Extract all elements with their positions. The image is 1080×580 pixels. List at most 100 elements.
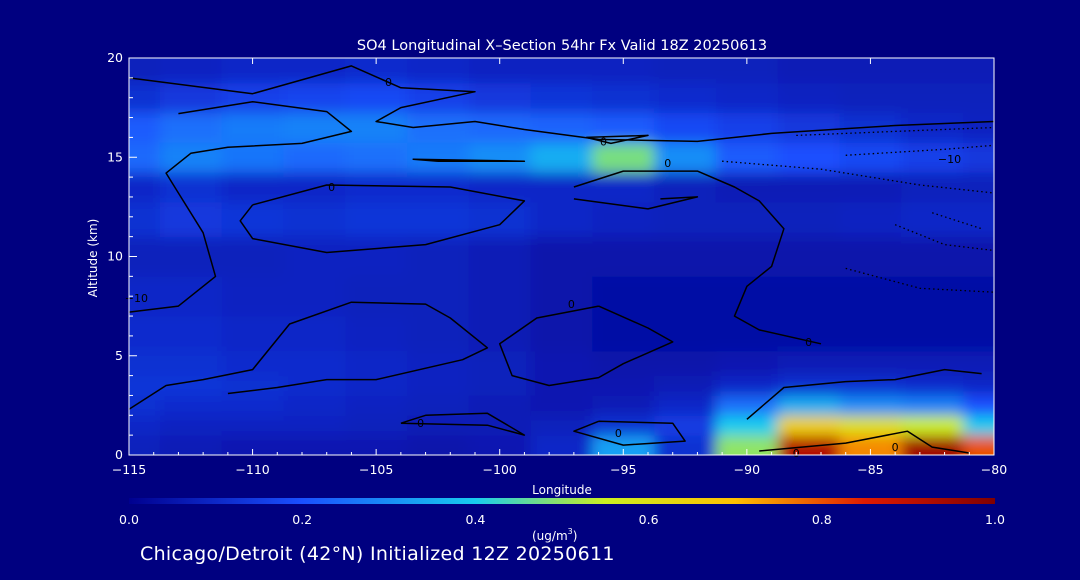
x-tick-label: −90 (734, 462, 760, 477)
heat-cell (777, 201, 841, 238)
heat-cell (283, 172, 346, 203)
heat-cell (468, 435, 532, 455)
colorbar (129, 498, 995, 504)
heat-cell (468, 276, 532, 317)
heat-cell (283, 395, 346, 416)
heat-cell (530, 82, 593, 114)
heat-cell (221, 415, 284, 436)
x-axis-title: Longitude (532, 483, 592, 497)
y-tick-label: 0 (115, 447, 123, 462)
colorbar-ramp (129, 498, 995, 504)
x-tick-label: −85 (857, 462, 883, 477)
heat-cell (777, 172, 841, 203)
heat-cell (901, 395, 964, 416)
heat-cell (345, 435, 408, 455)
contour-line (412, 158, 526, 162)
colorbar-tick-label: 0.2 (292, 512, 312, 527)
heat-cell (530, 415, 593, 436)
heat-cell (345, 172, 408, 203)
heat-cell (654, 236, 717, 277)
heat-cell (715, 276, 779, 317)
heat-cell (654, 142, 717, 173)
heat-cell (654, 395, 717, 416)
heat-cell (715, 172, 779, 203)
contour-label: −10 (938, 153, 961, 166)
heat-cell (901, 276, 964, 317)
heat-cell (777, 142, 841, 173)
contour-label: 0 (892, 441, 899, 454)
heat-cell (407, 375, 470, 396)
heat-cell (468, 142, 532, 173)
heat-cell (221, 316, 284, 352)
heat-cell (129, 82, 161, 114)
x-tick-label: −80 (981, 462, 1007, 477)
heat-cell (407, 415, 470, 436)
heat-cell (963, 276, 994, 317)
heat-cell (530, 201, 593, 238)
heat-cell (221, 375, 284, 396)
heat-cell (345, 316, 408, 352)
heat-cell (468, 112, 532, 143)
heat-cell (283, 276, 346, 317)
colorbar-tick-label: 0.4 (465, 512, 485, 527)
heat-cell (715, 415, 779, 436)
y-axis-title: Altitude (km) (86, 219, 100, 298)
heat-cell (654, 82, 717, 114)
heat-cell (159, 375, 223, 396)
heat-cell (901, 316, 964, 352)
heat-cell (839, 395, 902, 416)
heat-cell (654, 276, 717, 317)
heat-cell (777, 316, 841, 352)
dotted-contour-line (722, 160, 994, 194)
dotted-contour-line (845, 267, 994, 293)
heat-cell (345, 236, 408, 277)
x-tick-label: −105 (359, 462, 393, 477)
heat-cell (592, 201, 655, 238)
heat-cell (129, 375, 161, 396)
heat-cell (468, 236, 532, 277)
heat-cell (283, 316, 346, 352)
heat-cell (654, 201, 717, 238)
colorbar-ticks: 0.0 0.2 0.4 0.6 0.8 1.0 (119, 512, 1005, 527)
heat-cell (901, 112, 964, 143)
colorbar-units: (ug/m3) (532, 527, 577, 543)
heat-cell (592, 395, 655, 416)
contour-label: 0 (615, 427, 622, 440)
heat-cell (283, 415, 346, 436)
heat-cell (283, 82, 346, 114)
contour-label: 0 (568, 298, 575, 311)
heat-cell (963, 435, 994, 455)
contour-label: 0 (805, 336, 812, 349)
concentration-field (129, 58, 994, 455)
heat-cell (159, 236, 223, 277)
heat-cell (345, 112, 408, 143)
contour-line (759, 430, 970, 454)
x-tick-label: −95 (610, 462, 636, 477)
heat-cell (468, 375, 532, 396)
contour-line (746, 368, 982, 420)
heat-cell (407, 58, 470, 84)
heat-cell (530, 316, 593, 352)
heat-cell (283, 142, 346, 173)
heat-cell (407, 435, 470, 455)
heat-cell (592, 375, 655, 396)
heat-cell (407, 276, 470, 317)
contour-label: 0 (664, 157, 671, 170)
contour-label: −10 (125, 292, 148, 305)
contour-overlay (129, 65, 994, 454)
heat-cell (715, 142, 779, 173)
heat-cell (159, 435, 223, 455)
contour-label: 0 (417, 417, 424, 430)
heat-cell (839, 276, 902, 317)
heat-cell (592, 112, 655, 143)
heat-cell (283, 350, 346, 377)
heat-cell (129, 201, 161, 238)
heat-cell (715, 201, 779, 238)
heat-cell (221, 172, 284, 203)
contour-line (573, 196, 699, 210)
heat-cell (159, 142, 223, 173)
heat-cell (407, 82, 470, 114)
